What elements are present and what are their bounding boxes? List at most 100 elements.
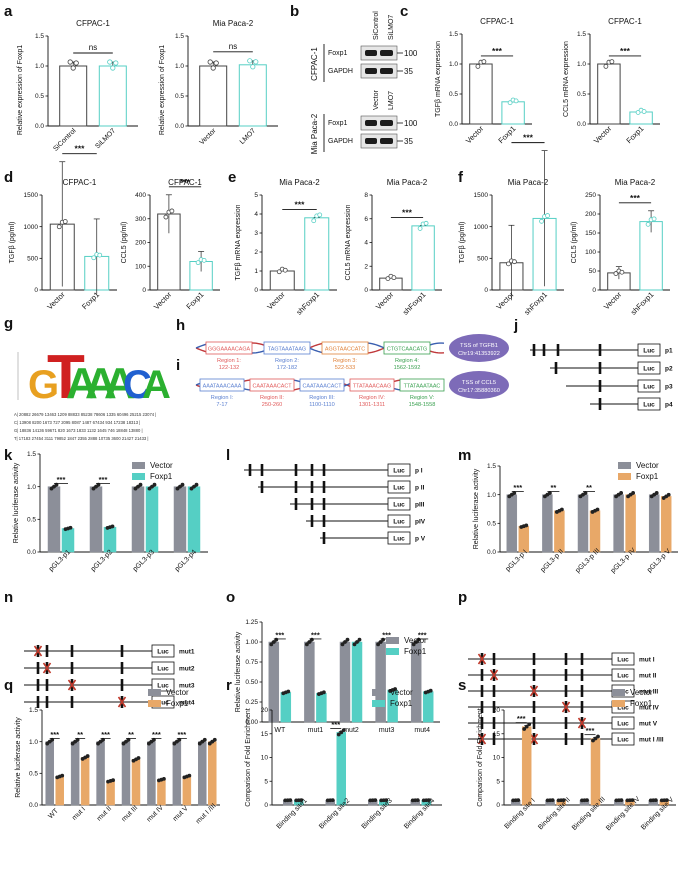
significance-label: *** [180,177,191,187]
data-point [311,218,317,224]
mutation-mark [529,685,539,697]
bar [625,494,636,553]
bar [304,641,315,723]
data-point [545,492,550,497]
construct-label: mut I /III [639,737,664,744]
significance-label: *** [586,726,595,735]
x-tick-label: Vector [265,290,287,312]
bar [45,741,54,806]
binding-site [36,662,40,674]
panel-letter-d: d [4,169,13,186]
x-tick-label: LMO7 [239,127,258,146]
binding-site [480,717,484,729]
y-tick-label: 0.5 [449,91,458,98]
chart-title: Mia Paca-2 [615,178,656,187]
bar [469,63,493,125]
tss-ellipse [449,371,509,399]
binding-site [580,701,584,713]
binding-site [492,717,496,729]
data-point [169,208,175,214]
binding-site [532,669,536,681]
chart-title: CFPAC-1 [480,17,514,26]
data-point [376,642,381,647]
binding-site [492,701,496,713]
data-point [213,60,219,66]
data-point [614,494,619,499]
motif-letter: A [142,363,171,407]
binding-site [310,498,314,510]
y-tick-label: 1.5 [577,31,586,38]
binding-site [580,653,584,665]
y-tick-label: 1.0 [577,61,586,68]
bar [554,510,565,553]
region-range: 122-132 [219,365,240,371]
binding-site [480,701,484,713]
legend-swatch [132,462,145,469]
mutation-mark [477,733,487,745]
significance-label: *** [101,730,110,739]
y-axis-label: TGFβ (pg/ml) [459,222,466,264]
significance-label: *** [630,193,641,203]
luc-label: Luc [643,402,655,409]
y-tick-label: 0.5 [27,517,36,524]
binding-site [564,653,568,665]
y-tick-label: 100 [135,263,146,270]
bar [47,486,61,553]
significance-label: ** [586,483,592,492]
legend-swatch [372,689,385,696]
legend-label: Vector [150,461,173,470]
luc-label: Luc [157,666,169,673]
data-point [581,492,585,497]
legend-swatch [372,700,385,707]
construct-label: mut III [639,689,658,696]
bar [501,101,525,125]
region-box [249,378,295,392]
y-tick-label: 1.25 [245,619,258,626]
binding-site [532,701,536,713]
x-tick-label: WT [274,727,286,734]
bar [147,741,156,806]
chart-title: CFPAC-1 [608,17,642,26]
y-tick-label: 150 [585,230,596,237]
luc-label: Luc [157,649,169,656]
region-range: 522-533 [335,365,356,371]
binding-site [322,532,326,544]
data-point [585,798,589,803]
binding-site [598,362,602,374]
construct-label: mut IV [639,705,660,712]
bar [131,759,141,806]
y-tick-label: 0.0 [449,121,458,128]
data-point [378,640,383,644]
data-point [345,637,350,642]
panel-letter-g: g [4,315,13,332]
region-name: Region 2: [275,358,299,364]
region-box [399,378,445,392]
data-point [616,492,621,497]
mutation-mark [477,653,487,665]
data-point [609,59,615,64]
region-sequence: GGGAAAACAGA [208,347,251,353]
construct-label: mut I [639,657,655,664]
y-tick-label: 0.0 [175,123,184,130]
y-axis-label: Relative expression of Foxp1 [17,45,24,135]
legend-label: Foxp1 [390,699,413,708]
data-point [578,494,583,499]
x-tick-label: mut IV [146,804,165,823]
band-label: GAPDH [328,138,353,145]
luc-box [611,668,635,682]
significance-label: *** [382,630,391,639]
data-point [330,798,335,803]
region-name: Region I: [211,395,234,401]
y-axis-label: Relative luciferase activity [235,631,242,712]
x-tick-label: mut I /III [195,802,218,825]
data-point [664,798,669,803]
luc-box [637,361,661,375]
data-point [545,213,550,218]
data-point [212,737,217,742]
significance-label: ** [550,483,556,492]
data-point [91,255,97,261]
data-point [385,276,391,282]
y-axis-label: TGFβ (pg/ml) [9,222,16,264]
data-point [200,739,205,744]
region-range: 1562-1592 [394,365,421,371]
